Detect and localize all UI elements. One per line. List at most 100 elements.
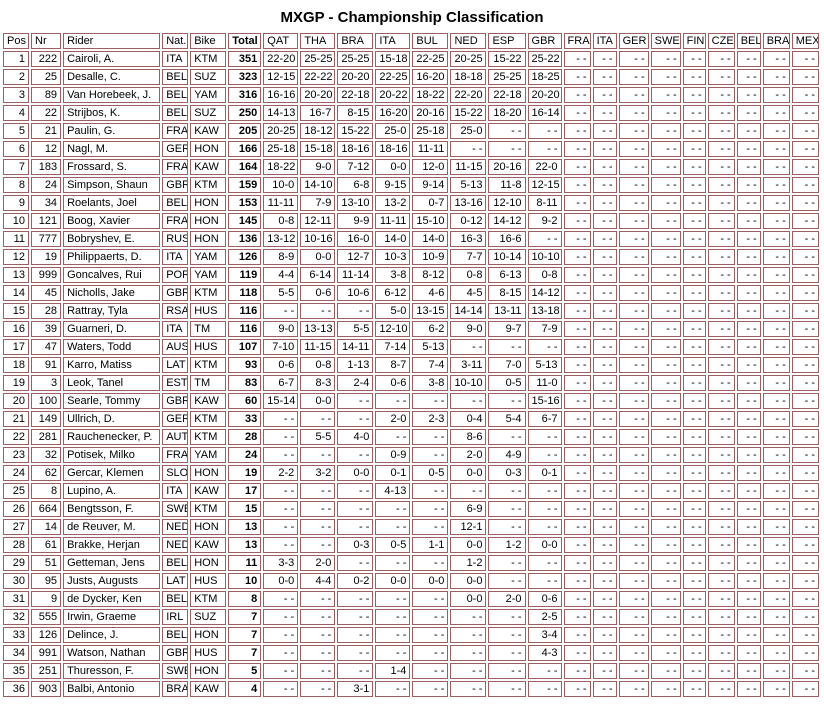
cell-points-fra: - - — [563, 411, 591, 427]
cell-rider: Karro, Matiss — [63, 357, 161, 373]
cell-nr: 25 — [31, 69, 62, 85]
cell-points-swe: - - — [650, 483, 681, 499]
cell-points-gbr: 8-11 — [527, 195, 562, 211]
cell-rider: Gercar, Klemen — [63, 465, 161, 481]
cell-bike: HON — [190, 519, 227, 535]
cell-points-bra2: - - — [762, 465, 790, 481]
cell-points-bra2: - - — [762, 285, 790, 301]
cell-points-tha: - - — [300, 591, 336, 607]
cell-points-bra2: - - — [762, 555, 790, 571]
cell-points-bul: - - — [412, 591, 449, 607]
cell-points-swe: - - — [650, 339, 681, 355]
cell-nr: 24 — [31, 177, 62, 193]
cell-bike: HUS — [190, 339, 227, 355]
cell-points-qat: - - — [263, 501, 299, 517]
cell-bike: HON — [190, 231, 227, 247]
cell-nr: 32 — [31, 447, 62, 463]
cell-points-esp: 9-7 — [488, 321, 526, 337]
cell-nr: 34 — [31, 195, 62, 211]
cell-points-tha: - - — [300, 483, 336, 499]
cell-points-esp: 6-13 — [488, 267, 526, 283]
cell-points-cze: - - — [707, 663, 735, 679]
cell-points-bel: - - — [736, 519, 761, 535]
cell-points-cze: - - — [707, 195, 735, 211]
cell-points-fin: - - — [682, 123, 706, 139]
cell-points-gbr: 20-20 — [527, 87, 562, 103]
cell-points-esp: 1-2 — [488, 537, 526, 553]
cell-points-ned: 2-0 — [450, 447, 487, 463]
cell-points-swe: - - — [650, 501, 681, 517]
cell-points-swe: - - — [650, 105, 681, 121]
cell-points-bra2: - - — [762, 573, 790, 589]
cell-rider: Cairoli, A. — [63, 51, 161, 67]
cell-points-fra: - - — [563, 429, 591, 445]
cell-points-cze: - - — [707, 105, 735, 121]
cell-points-bra2: - - — [762, 303, 790, 319]
cell-points-ger: - - — [618, 393, 649, 409]
cell-points-ita: - - — [375, 393, 411, 409]
cell-points-ned: 10-10 — [450, 375, 487, 391]
cell-points-esp: 11-8 — [488, 177, 526, 193]
cell-points-cze: - - — [707, 177, 735, 193]
cell-points-swe: - - — [650, 393, 681, 409]
cell-nr: 89 — [31, 87, 62, 103]
cell-points-mex: - - — [791, 87, 819, 103]
cell-points-qat: 9-0 — [263, 321, 299, 337]
cell-points-fin: - - — [682, 303, 706, 319]
table-row: 3 89 Van Horebeek, J. BEL YAM 316 16-16 20-20 22… — [3, 87, 819, 103]
cell-rider: de Reuver, M. — [63, 519, 161, 535]
cell-total: 28 — [228, 429, 262, 445]
cell-points-mex: - - — [791, 105, 819, 121]
cell-nat: FRA — [162, 159, 189, 175]
cell-points-bra2: - - — [762, 159, 790, 175]
cell-points-tha: 18-12 — [300, 123, 336, 139]
cell-points-ned: 22-20 — [450, 87, 487, 103]
cell-pos: 2 — [3, 69, 30, 85]
cell-points-tha: 11-15 — [300, 339, 336, 355]
cell-pos: 16 — [3, 321, 30, 337]
cell-pos: 9 — [3, 195, 30, 211]
cell-points-mex: - - — [791, 609, 819, 625]
table-row: 31 9 de Dycker, Ken BEL KTM 8- -- -- -- -- -0… — [3, 591, 819, 607]
cell-points-ger: - - — [618, 447, 649, 463]
cell-points-gbr: 0-8 — [527, 267, 562, 283]
cell-points-ita: - - — [375, 519, 411, 535]
cell-points-ita2: - - — [592, 627, 617, 643]
cell-pos: 31 — [3, 591, 30, 607]
cell-points-gbr: 5-13 — [527, 357, 562, 373]
cell-points-esp: 7-0 — [488, 357, 526, 373]
cell-points-ita2: - - — [592, 663, 617, 679]
cell-pos: 10 — [3, 213, 30, 229]
cell-nr: 61 — [31, 537, 62, 553]
cell-nr: 95 — [31, 573, 62, 589]
cell-bike: TM — [190, 321, 227, 337]
cell-points-swe: - - — [650, 681, 681, 697]
cell-points-esp: 13-11 — [488, 303, 526, 319]
cell-points-ned: - - — [450, 681, 487, 697]
cell-pos: 14 — [3, 285, 30, 301]
cell-points-fin: - - — [682, 411, 706, 427]
cell-points-bra2: - - — [762, 483, 790, 499]
cell-points-ger: - - — [618, 411, 649, 427]
column-header-bra2: BRA — [762, 33, 790, 49]
cell-points-bra: 12-7 — [337, 249, 374, 265]
cell-points-fra: - - — [563, 519, 591, 535]
cell-points-bul: 13-15 — [412, 303, 449, 319]
cell-nat: GBR — [162, 285, 189, 301]
cell-points-bra2: - - — [762, 123, 790, 139]
cell-points-ita2: - - — [592, 375, 617, 391]
cell-points-bra2: - - — [762, 681, 790, 697]
cell-pos: 32 — [3, 609, 30, 625]
table-row: 22 281 Rauchenecker, P. AUT KTM 28- -5-5 4-0- … — [3, 429, 819, 445]
cell-points-bra2: - - — [762, 609, 790, 625]
cell-bike: HON — [190, 555, 227, 571]
cell-total: 4 — [228, 681, 262, 697]
cell-points-ita2: - - — [592, 51, 617, 67]
page-title: MXGP - Championship Classification — [280, 9, 544, 26]
cell-points-bul: 18-22 — [412, 87, 449, 103]
table-row: 4 22 Strijbos, K. BEL SUZ 250 14-13 16-7 8-15 16-… — [3, 105, 819, 121]
cell-points-bra2: - - — [762, 87, 790, 103]
cell-points-qat: 16-16 — [263, 87, 299, 103]
cell-nat: RUS — [162, 231, 189, 247]
cell-pos: 17 — [3, 339, 30, 355]
